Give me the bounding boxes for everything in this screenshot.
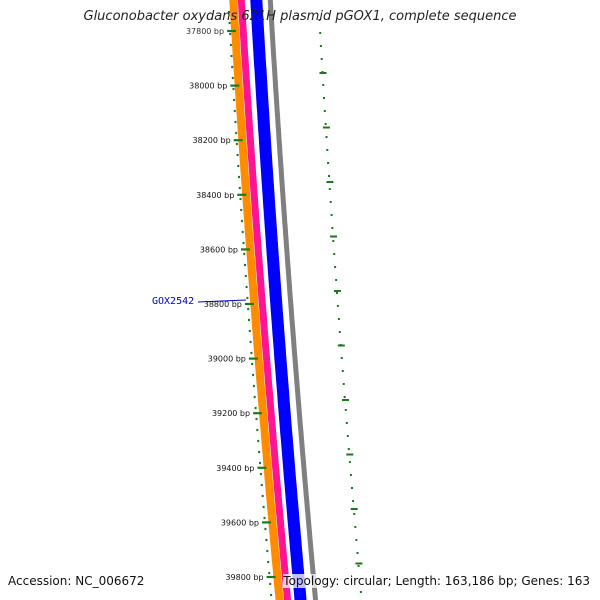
ruler-label: 39400 bp [216,464,254,473]
ruler-label: 38000 bp [189,82,227,91]
ruler-label: 38600 bp [200,245,238,254]
ring-pink [237,0,292,600]
inner-tick-ring [228,10,273,597]
sequence-summary: Topology: circular; Length: 163,186 bp; … [283,574,590,588]
ring-orange [229,0,284,600]
ruler-label: 38800 bp [204,300,242,309]
ruler-label: 39600 bp [221,518,259,527]
gene-annotation[interactable]: GOX2542 [152,296,247,307]
gene-label-gox2542[interactable]: GOX2542 [152,296,194,307]
ring-blue [250,0,307,600]
bp-ruler: 37800 bp 38000 bp 38200 bp 38400 bp 38600 bp… [186,27,276,582]
ruler-label: 39800 bp [225,573,263,582]
map-title: Gluconobacter oxydans 621H plasmid pGOX1… [83,9,517,24]
ruler-label: 38400 bp [196,191,234,200]
feature-rings [229,0,319,600]
ruler-label: 38200 bp [193,136,231,145]
ring-gray [267,0,319,600]
ruler-label: 39000 bp [208,355,246,364]
ruler-label: 37800 bp [186,27,224,36]
outer-tick-ring [318,19,363,593]
ruler-label: 39200 bp [212,409,250,418]
gene-label-leader [197,299,247,303]
accession-label: Accession: NC_006672 [8,574,145,588]
